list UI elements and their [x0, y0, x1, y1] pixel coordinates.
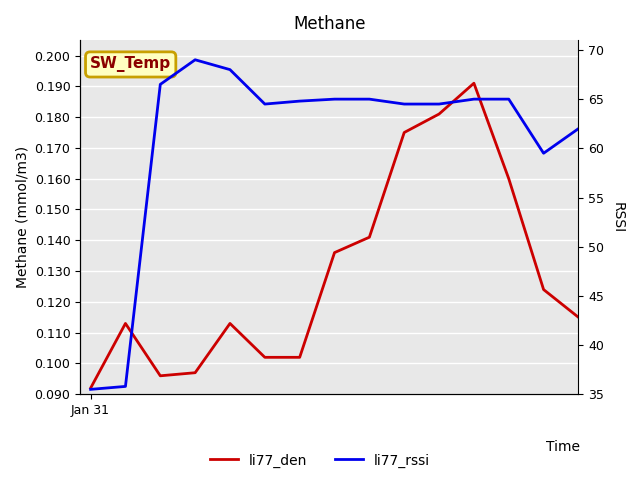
li77_rssi [331, 96, 339, 102]
li77_rssi [401, 101, 408, 107]
li77_den [261, 354, 269, 360]
li77_den [505, 176, 513, 181]
li77_den [296, 354, 303, 360]
Y-axis label: Methane (mmol/m3): Methane (mmol/m3) [15, 146, 29, 288]
li77_den [122, 321, 129, 326]
li77_rssi [435, 101, 443, 107]
Y-axis label: RSSI: RSSI [611, 202, 625, 233]
Title: Methane: Methane [293, 15, 365, 33]
li77_rssi [470, 96, 477, 102]
li77_den [470, 80, 477, 86]
li77_den [156, 373, 164, 379]
li77_rssi [575, 126, 582, 132]
Text: SW_Temp: SW_Temp [90, 57, 172, 72]
li77_den [87, 385, 95, 391]
Text: Time: Time [546, 440, 580, 454]
li77_rssi [87, 386, 95, 392]
li77_rssi [540, 150, 547, 156]
Line: li77_den: li77_den [91, 83, 579, 388]
li77_den [540, 287, 547, 292]
Line: li77_rssi: li77_rssi [91, 60, 579, 389]
li77_rssi [505, 96, 513, 102]
li77_den [401, 130, 408, 135]
li77_rssi [122, 384, 129, 389]
li77_den [331, 250, 339, 255]
li77_den [365, 234, 373, 240]
li77_rssi [156, 82, 164, 87]
li77_den [226, 321, 234, 326]
Legend: li77_den, li77_rssi: li77_den, li77_rssi [204, 448, 436, 473]
li77_rssi [296, 98, 303, 104]
li77_rssi [191, 57, 199, 63]
li77_rssi [261, 101, 269, 107]
li77_rssi [365, 96, 373, 102]
li77_den [191, 370, 199, 375]
li77_den [435, 111, 443, 117]
li77_den [575, 314, 582, 320]
li77_rssi [226, 67, 234, 72]
